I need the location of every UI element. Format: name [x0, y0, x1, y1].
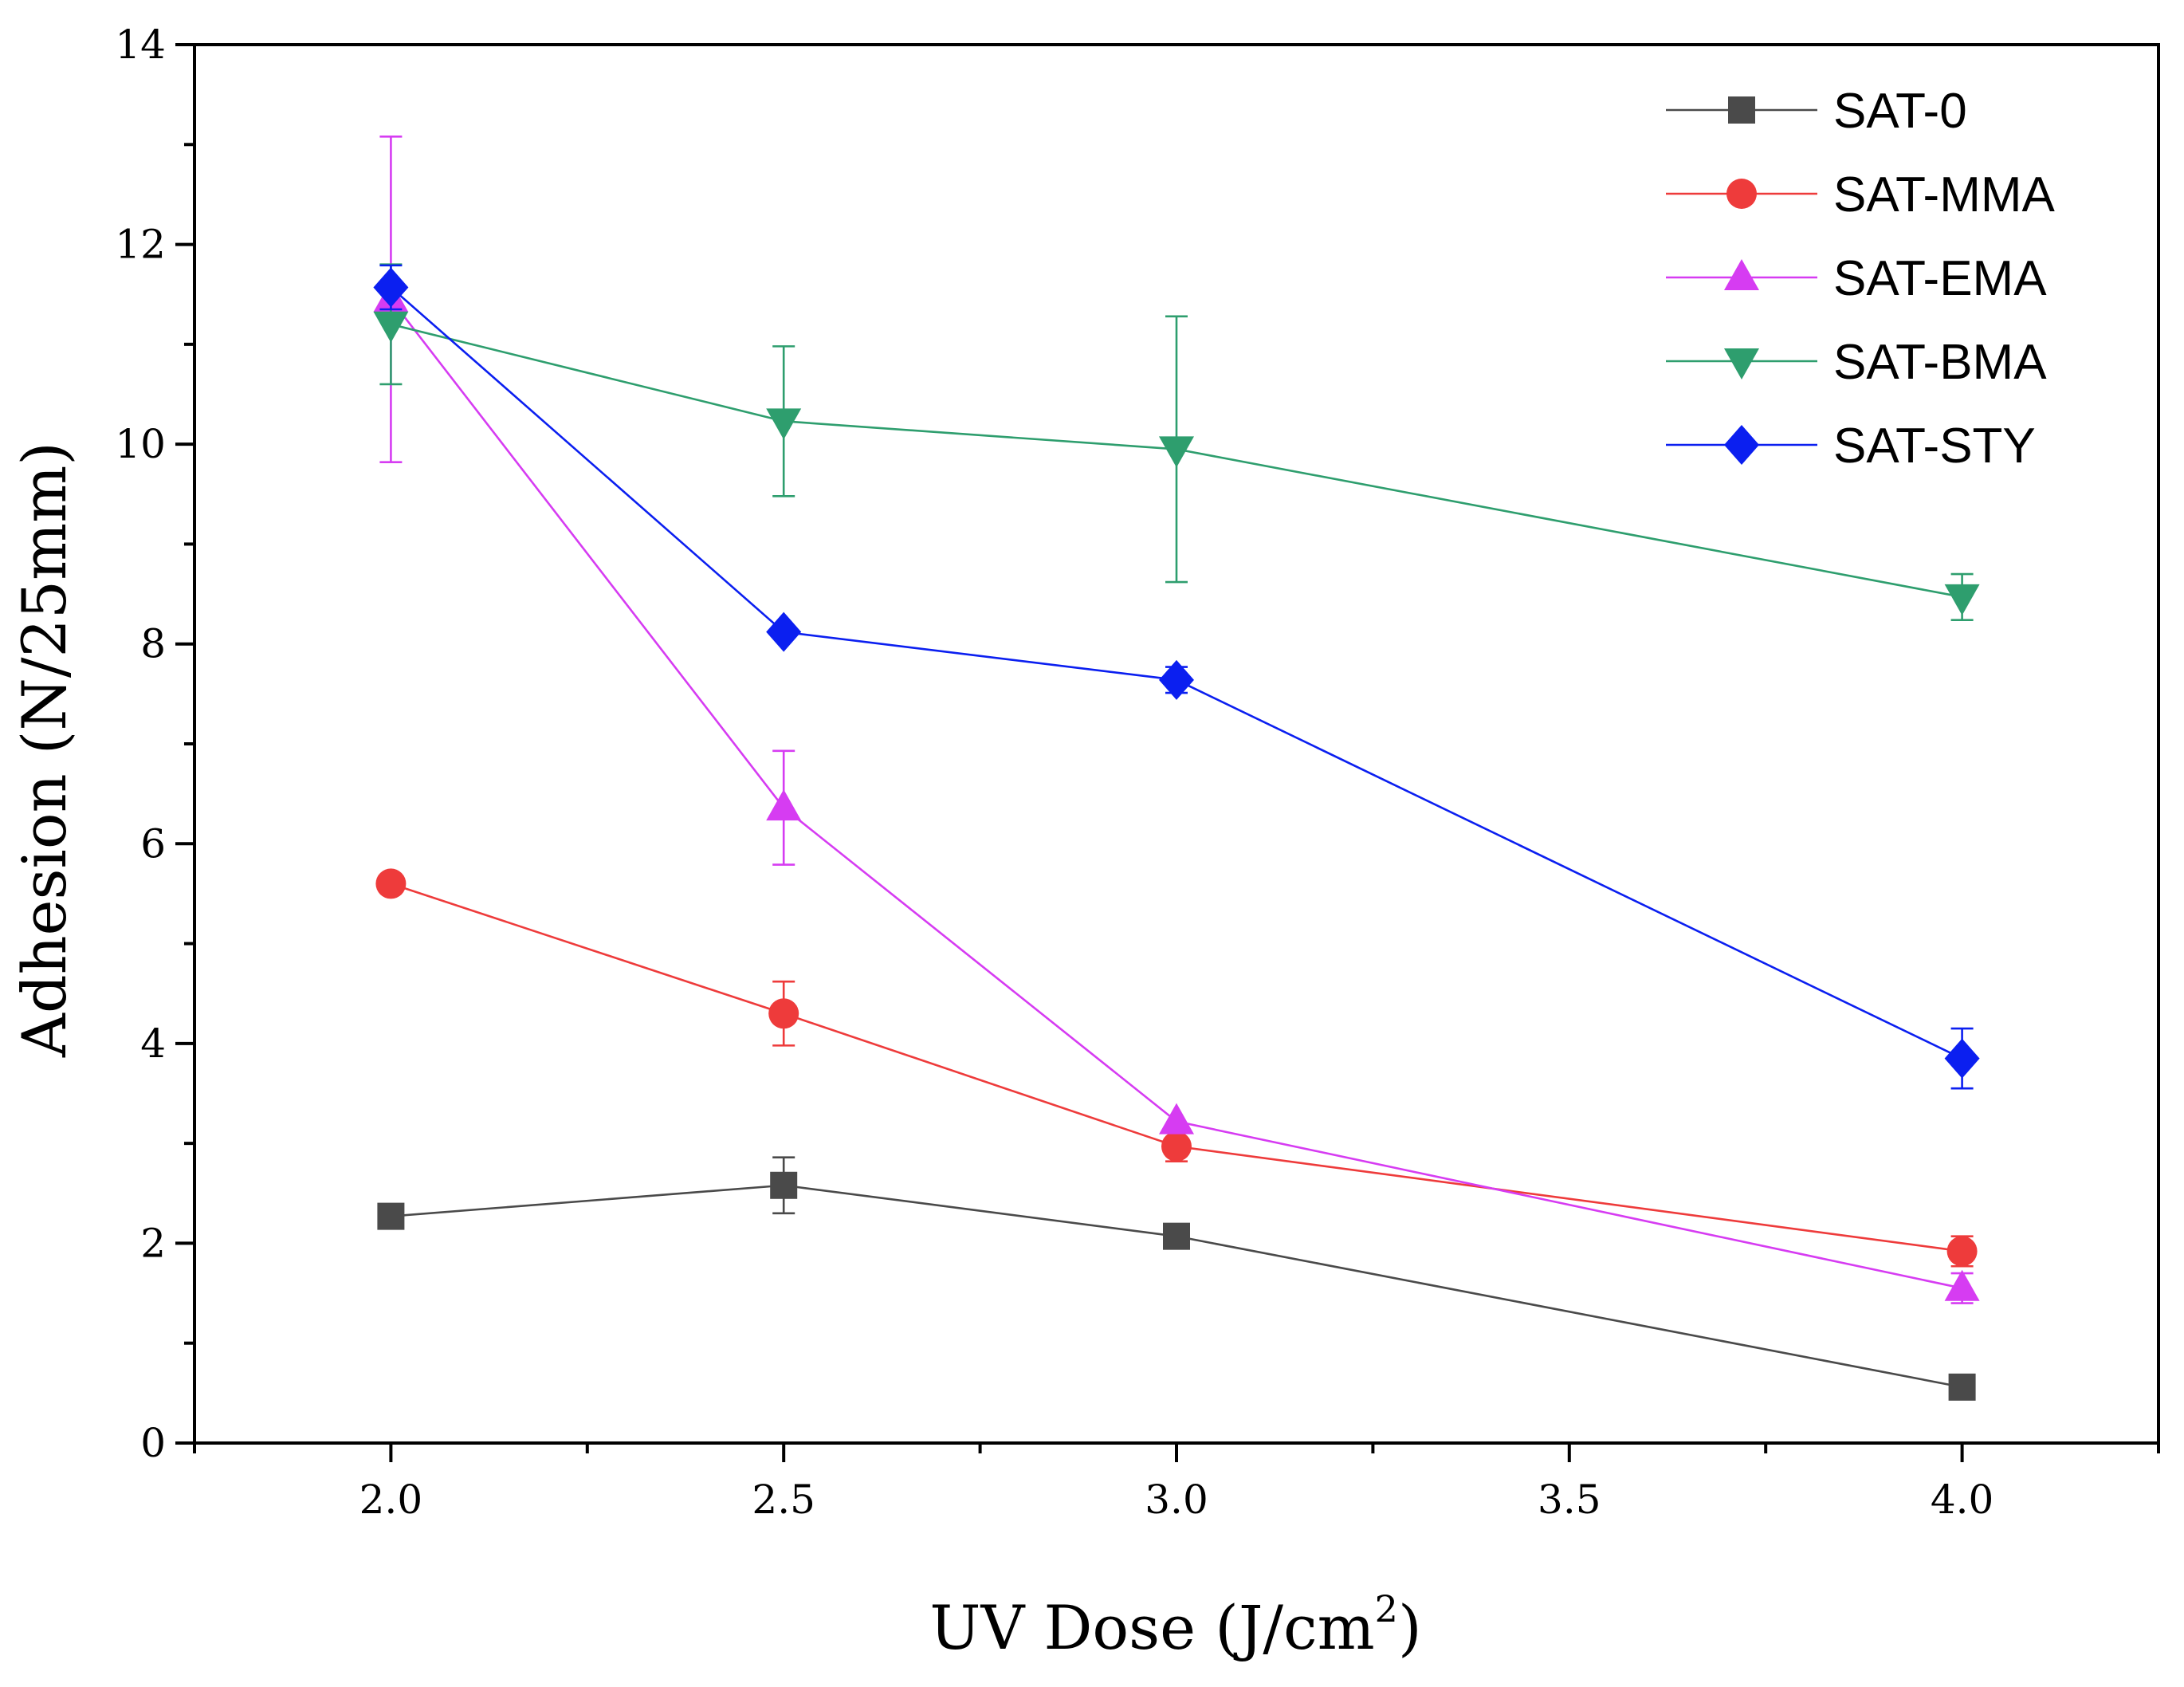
y-tick-label: 12 [115, 222, 166, 268]
legend-marker-sat-mma [1726, 179, 1757, 209]
y-tick-label: 4 [140, 1020, 166, 1067]
data-point-sat-bma [766, 408, 802, 440]
x-axis-title: UV Dose (J/cm2) [929, 1587, 1421, 1663]
data-point-sat-mma [1161, 1131, 1192, 1162]
x-tick-label: 4.0 [1931, 1477, 1994, 1523]
data-point-sat-sty [373, 267, 409, 308]
data-point-sat-mma [1946, 1236, 1978, 1267]
data-point-sat-bma [1159, 436, 1194, 468]
legend-marker-sat-sty [1724, 425, 1759, 465]
series-sat-bma [373, 263, 1980, 621]
legend: SAT-0 SAT-MMA SAT-EMA SAT-BMA SAT-STY [1666, 84, 2055, 474]
x-axis-title-main: UV Dose (J/cm [929, 1592, 1374, 1663]
y-tick-label: 0 [140, 1420, 166, 1466]
series-line-sat-ema [390, 298, 1962, 1290]
series-line-sat-bma [391, 323, 1962, 599]
legend-marker-sat-bma [1724, 348, 1759, 379]
data-point-sat-bma [373, 311, 409, 343]
data-point-sat-mma [375, 868, 407, 899]
y-tick-label: 10 [115, 421, 166, 467]
legend-label-sat-0: SAT-0 [1833, 84, 1967, 139]
series-line-sat-0 [391, 1184, 1962, 1389]
legend-entry-sat-ema: SAT-EMA [1666, 251, 2047, 306]
data-point-sat-sty [1944, 1038, 1980, 1079]
legend-entry-sat-mma: SAT-MMA [1666, 167, 2055, 222]
data-point-sat-bma [1944, 584, 1980, 615]
x-tick-label: 2.5 [752, 1477, 815, 1523]
data-point-sat-sty [766, 611, 802, 652]
legend-marker-sat-ema [1724, 259, 1759, 290]
y-tick-label: 6 [140, 820, 166, 867]
x-tick-label: 2.0 [359, 1477, 423, 1523]
data-point-sat-mma [768, 998, 799, 1029]
legend-marker-sat-0 [1728, 96, 1755, 124]
series-sat-0 [377, 1156, 1976, 1401]
data-point-sat-0 [770, 1171, 798, 1199]
y-tick-label: 8 [140, 621, 166, 667]
legend-label-sat-ema: SAT-EMA [1833, 251, 2047, 306]
data-point-sat-ema [766, 789, 802, 821]
data-point-sat-0 [377, 1202, 405, 1230]
legend-label-sat-bma: SAT-BMA [1833, 335, 2047, 390]
legend-label-sat-sty: SAT-STY [1833, 419, 2036, 474]
x-axis-title-superscript: 2 [1375, 1587, 1398, 1630]
x-tick-label: 3.5 [1538, 1477, 1601, 1523]
data-point-sat-0 [1948, 1373, 1976, 1401]
data-point-sat-0 [1163, 1222, 1190, 1250]
y-tick-label: 2 [140, 1220, 166, 1266]
x-tick-label: 3.0 [1145, 1477, 1208, 1523]
plot-area [373, 135, 1980, 1401]
data-point-sat-ema [1944, 1269, 1980, 1301]
x-axis-title-close: ) [1398, 1592, 1422, 1663]
legend-entry-sat-sty: SAT-STY [1666, 419, 2036, 474]
y-axis-title: Adhesion (N/25mm) [9, 442, 80, 1058]
series-line-sat-sty [390, 286, 1963, 1060]
axes: 0 2 4 6 8 10 12 14 2.0 2.5 3.0 3.5 4.0 [115, 22, 2160, 1523]
series-line-sat-mma [390, 883, 1962, 1252]
legend-entry-sat-bma: SAT-BMA [1666, 335, 2047, 390]
legend-label-sat-mma: SAT-MMA [1833, 167, 2055, 222]
data-point-sat-ema [1159, 1103, 1194, 1134]
data-point-sat-sty [1159, 659, 1194, 700]
legend-entry-sat-0: SAT-0 [1666, 84, 1967, 139]
series-sat-sty [373, 264, 1980, 1090]
y-tick-label: 14 [115, 22, 166, 68]
